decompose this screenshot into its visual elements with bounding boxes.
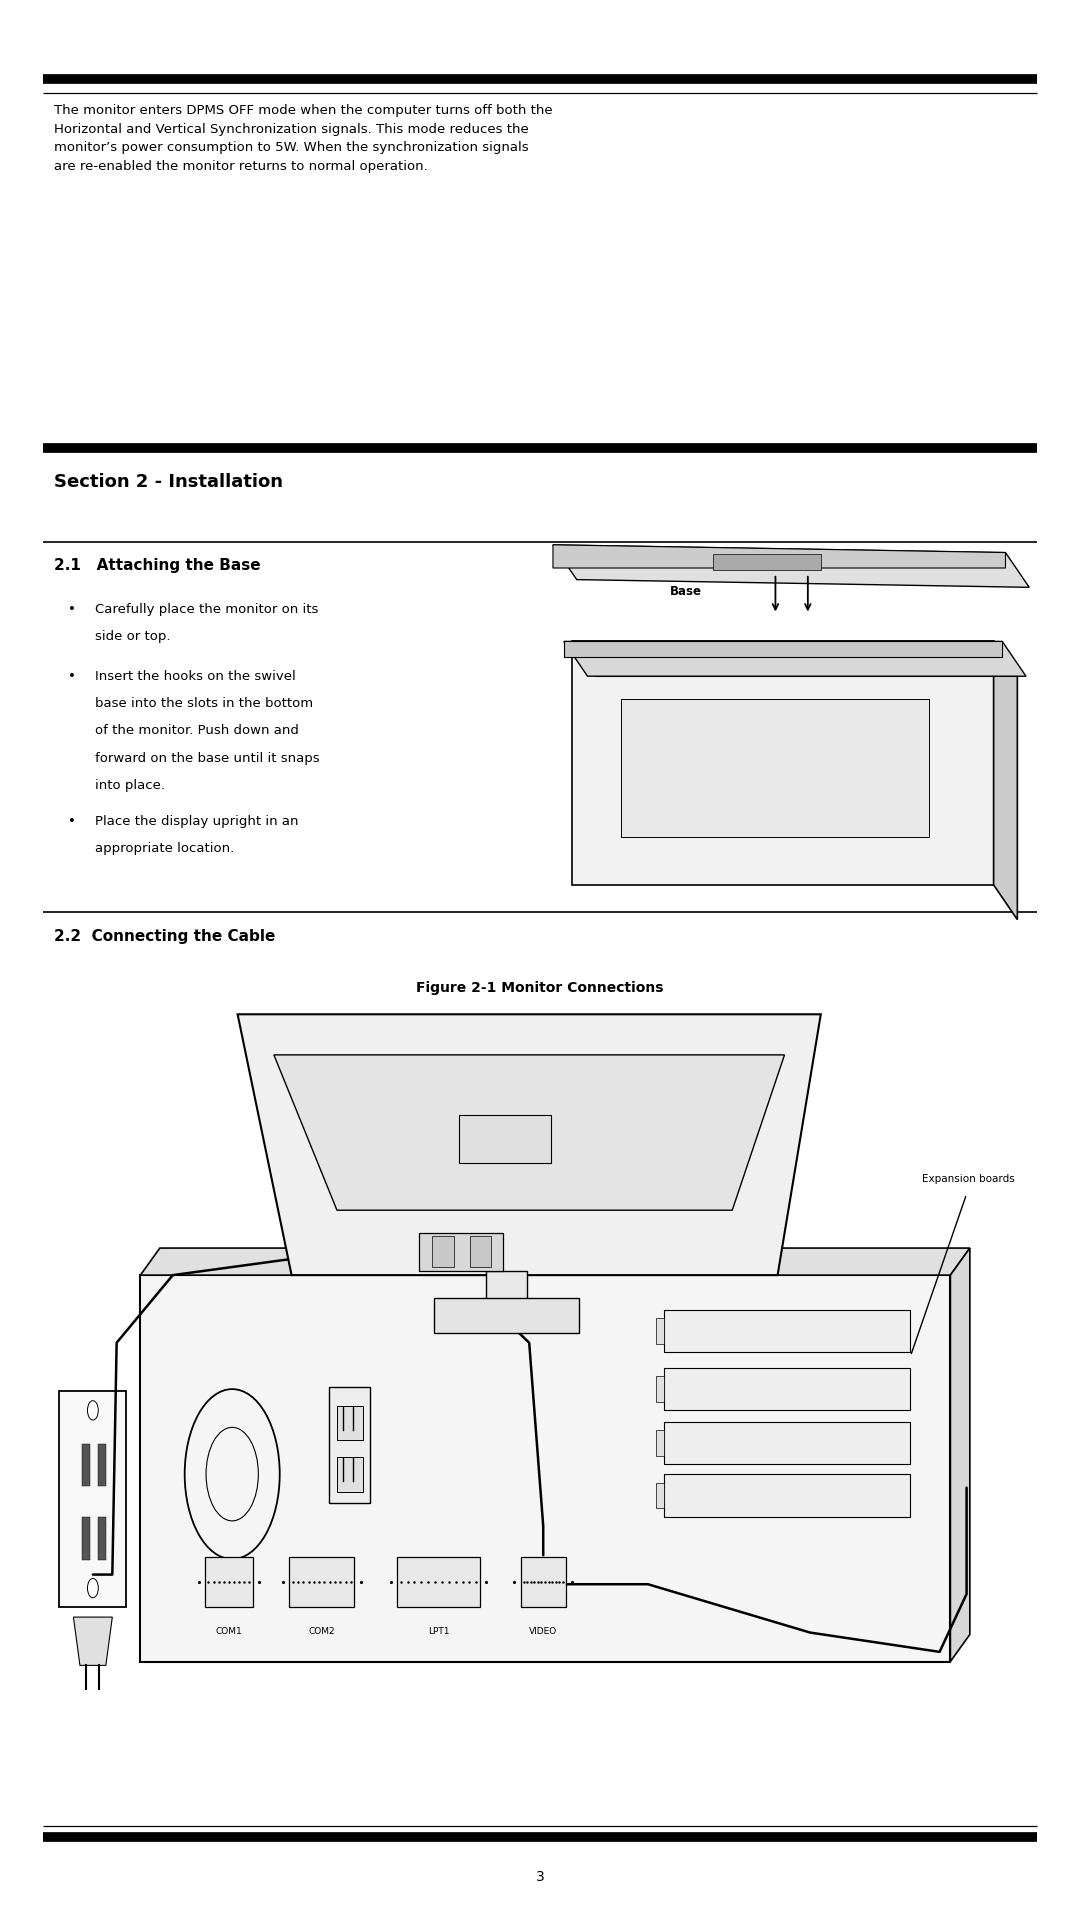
Text: Base: Base <box>670 585 702 599</box>
Text: forward on the base until it snaps: forward on the base until it snaps <box>95 752 320 765</box>
Polygon shape <box>564 641 1026 676</box>
Bar <box>289 1557 354 1607</box>
Polygon shape <box>994 641 1017 920</box>
Bar <box>419 1233 503 1271</box>
Bar <box>434 1298 579 1333</box>
Polygon shape <box>73 1617 112 1665</box>
Text: ⎓: ⎓ <box>347 1466 353 1476</box>
Polygon shape <box>553 545 1029 587</box>
Text: Insert the hooks on the swivel: Insert the hooks on the swivel <box>95 670 296 684</box>
Text: Figure 2-1 Monitor Connections: Figure 2-1 Monitor Connections <box>416 981 664 995</box>
Text: VIDEO: VIDEO <box>529 1627 557 1636</box>
Bar <box>205 1557 253 1607</box>
Text: into place.: into place. <box>95 779 165 792</box>
Bar <box>459 1115 551 1163</box>
Bar <box>664 1310 910 1352</box>
Bar <box>656 1318 664 1345</box>
Polygon shape <box>274 1055 784 1209</box>
Bar <box>486 1271 527 1321</box>
Polygon shape <box>713 554 821 570</box>
Bar <box>82 1517 90 1559</box>
Text: Place the display upright in an: Place the display upright in an <box>95 815 298 829</box>
Bar <box>329 1387 370 1503</box>
Text: •: • <box>68 670 76 684</box>
Bar <box>656 1430 664 1457</box>
Bar <box>664 1368 910 1410</box>
Bar <box>521 1557 566 1607</box>
Bar <box>337 1406 363 1441</box>
Text: 3: 3 <box>536 1870 544 1884</box>
Bar <box>432 1236 454 1267</box>
Text: Carefully place the monitor on its: Carefully place the monitor on its <box>95 603 319 616</box>
Bar <box>656 1376 664 1403</box>
Text: •: • <box>68 603 76 616</box>
Circle shape <box>87 1578 98 1598</box>
Polygon shape <box>572 641 994 885</box>
Text: COM1: COM1 <box>216 1627 242 1636</box>
Text: The monitor enters DPMS OFF mode when the computer turns off both the
Horizontal: The monitor enters DPMS OFF mode when th… <box>54 104 553 172</box>
Bar <box>664 1422 910 1464</box>
Bar <box>664 1474 910 1517</box>
Bar <box>82 1443 90 1486</box>
Bar <box>98 1443 106 1486</box>
Text: COM2: COM2 <box>309 1627 335 1636</box>
Bar <box>337 1457 363 1492</box>
Text: Figure 2-1 Connecting the: Figure 2-1 Connecting the <box>599 564 772 578</box>
Text: •: • <box>68 815 76 829</box>
Polygon shape <box>238 1014 821 1275</box>
Text: side or top.: side or top. <box>95 630 171 643</box>
Bar <box>397 1557 480 1607</box>
Circle shape <box>87 1401 98 1420</box>
Text: of the monitor. Push down and: of the monitor. Push down and <box>95 724 299 738</box>
Text: 2.1   Attaching the Base: 2.1 Attaching the Base <box>54 558 260 574</box>
Text: base into the slots in the bottom: base into the slots in the bottom <box>95 697 313 711</box>
Polygon shape <box>140 1275 950 1662</box>
Polygon shape <box>140 1248 970 1275</box>
Bar <box>470 1236 491 1267</box>
Polygon shape <box>572 641 1017 676</box>
Text: LPT1: LPT1 <box>428 1627 449 1636</box>
Text: Section 2 - Installation: Section 2 - Installation <box>54 473 283 491</box>
Text: 2.2  Connecting the Cable: 2.2 Connecting the Cable <box>54 929 275 945</box>
Polygon shape <box>553 545 1005 568</box>
Bar <box>656 1482 664 1509</box>
Text: Expansion boards: Expansion boards <box>922 1173 1015 1184</box>
Bar <box>98 1517 106 1559</box>
Bar <box>59 1391 126 1607</box>
Text: appropriate location.: appropriate location. <box>95 842 234 856</box>
Polygon shape <box>950 1248 970 1662</box>
Polygon shape <box>621 699 929 837</box>
Text: T: T <box>347 1414 353 1424</box>
Polygon shape <box>564 641 1002 657</box>
